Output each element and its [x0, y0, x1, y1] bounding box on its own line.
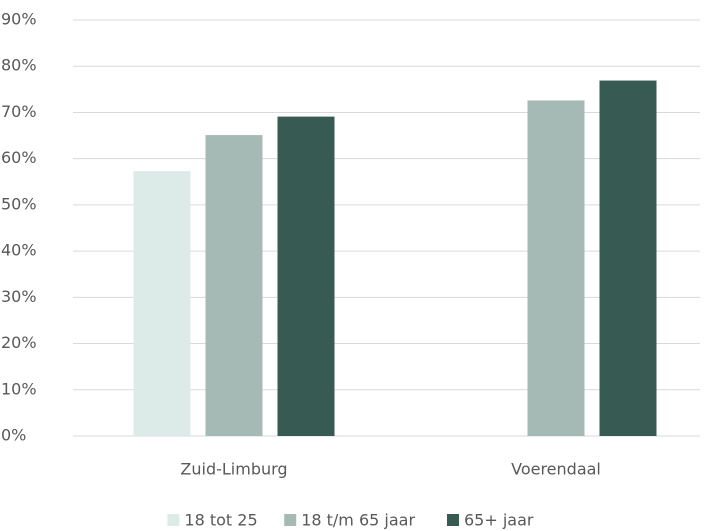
bar: [527, 100, 585, 436]
y-tick-label: 80%: [1, 56, 37, 75]
y-tick-label: 0%: [1, 426, 26, 445]
bar: [133, 171, 191, 436]
bar: [277, 116, 335, 437]
y-tick-label: 90%: [1, 10, 37, 29]
x-tick-label: Zuid-Limburg: [180, 460, 287, 479]
y-tick-label: 20%: [1, 333, 37, 352]
y-tick-label: 30%: [1, 287, 37, 306]
legend-swatch: [284, 514, 297, 526]
legend-label: 65+ jaar: [464, 511, 534, 530]
y-tick-label: 50%: [1, 194, 37, 213]
legend-swatch: [447, 514, 459, 526]
x-tick-label: Voerendaal: [511, 460, 601, 479]
y-tick-label: 60%: [1, 148, 37, 167]
bar: [599, 80, 657, 436]
y-tick-label: 40%: [1, 241, 37, 260]
y-tick-label: 70%: [1, 102, 37, 121]
y-tick-label: 10%: [1, 379, 37, 398]
bar: [205, 135, 263, 437]
legend-label: 18 t/m 65 jaar: [301, 511, 415, 530]
legend-label: 18 tot 25: [184, 511, 257, 530]
legend-swatch: [167, 514, 180, 526]
